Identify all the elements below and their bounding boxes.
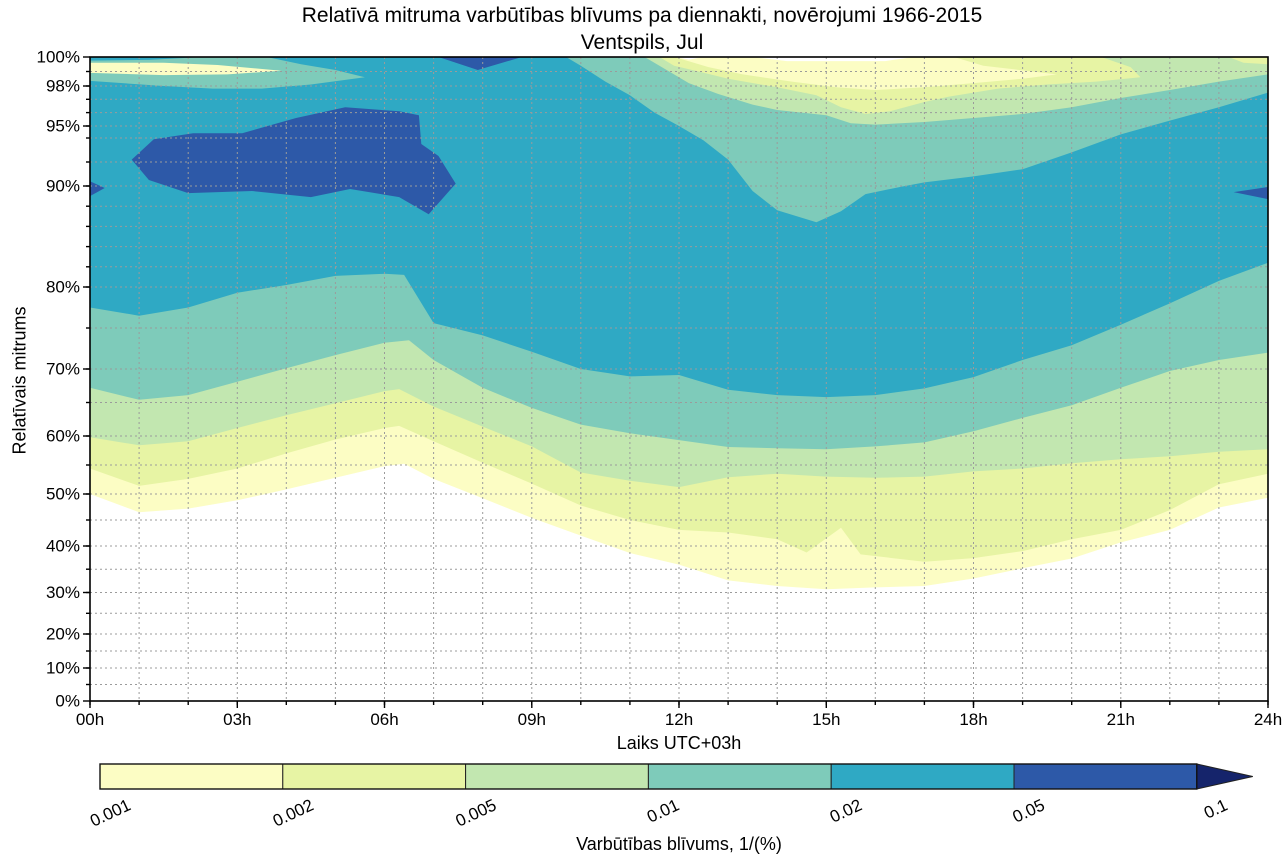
- colorbar-segment: [647, 763, 832, 790]
- y-tick-label: 10%: [46, 659, 80, 678]
- top-sliver-lt-0.001-b: [752, 57, 915, 62]
- gridlines: [90, 57, 1268, 701]
- x-tick-label: 03h: [223, 710, 251, 729]
- x-tick-labels: 00h 03h 06h 09h 12h 15h 18h 21h 24h: [76, 710, 1282, 729]
- notch-top-ge-0.05: [438, 57, 522, 70]
- colorbar-segment: [99, 763, 284, 790]
- colorbar-tick-label: 0.001: [87, 795, 134, 830]
- colorbar-tick-label: 0.05: [1010, 795, 1048, 826]
- colorbar-segment: [1013, 763, 1198, 790]
- colorbar-tick-label: 0.002: [270, 795, 317, 830]
- y-axis-label: Relatīvais mitrums: [9, 305, 30, 455]
- axis-ticks: [83, 56, 1269, 708]
- y-tick-labels: 0% 10% 20% 30% 40% 50% 60% 70% 80% 90% 95% 98% 100%: [37, 48, 80, 711]
- x-tick-label: 24h: [1254, 710, 1282, 729]
- colorbar-segment: [830, 763, 1015, 790]
- colorbar-border: [99, 763, 1198, 790]
- blob-main-ge-0.05: [131, 107, 456, 215]
- colorbar-segment: [465, 763, 649, 790]
- colorbar-tick-label: 0.1: [1201, 795, 1230, 822]
- y-tick-label: 98%: [46, 77, 80, 96]
- y-axis-label-wrap: Relatīvais mitrums: [2, 240, 38, 520]
- y-tick-label: 20%: [46, 625, 80, 644]
- top-pocket-0.001-0.002: [674, 57, 1057, 90]
- x-tick-label: 12h: [665, 710, 693, 729]
- colorbar-label: Varbūtības blīvums, 1/(%): [576, 834, 782, 854]
- chart-subtitle: Ventspils, Jul: [580, 31, 704, 54]
- x-tick-label: 00h: [76, 710, 104, 729]
- y-tick-label: 90%: [46, 177, 80, 196]
- blob-left-ge-0.05: [90, 181, 105, 197]
- y-tick-label: 95%: [46, 117, 80, 136]
- x-tick-label: 09h: [518, 710, 546, 729]
- y-tick-label: 50%: [46, 485, 80, 504]
- y-tick-label: 0%: [55, 692, 80, 711]
- x-tick-label: 21h: [1107, 710, 1135, 729]
- streak-left-core: [90, 62, 282, 76]
- x-tick-label: 15h: [812, 710, 840, 729]
- x-tick-label: 18h: [959, 710, 987, 729]
- colorbar-tick-labels: 0.001 0.002 0.005 0.01 0.02 0.05 0.1: [87, 795, 1230, 830]
- chart-title: Relatīvā mitruma varbūtības blīvums pa d…: [301, 4, 983, 27]
- colorbar-overflow-arrow: [1196, 763, 1253, 790]
- blob-right-ge-0.05: [1233, 187, 1268, 200]
- y-tick-label: 100%: [37, 48, 80, 67]
- y-tick-label: 80%: [46, 278, 80, 297]
- y-tick-label: 40%: [46, 537, 80, 556]
- colorbar: [99, 763, 1253, 790]
- colorbar-tick-label: 0.02: [827, 795, 865, 826]
- colorbar-tick-label: 0.005: [453, 795, 500, 830]
- colorbar-segment: [282, 763, 467, 790]
- x-tick-label: 06h: [370, 710, 398, 729]
- y-tick-label: 30%: [46, 583, 80, 602]
- y-tick-label: 60%: [46, 427, 80, 446]
- x-axis-label: Laiks UTC+03h: [616, 733, 742, 753]
- colorbar-tick-label: 0.01: [644, 795, 682, 826]
- corner-pocket-right: [1228, 57, 1268, 65]
- y-tick-label: 70%: [46, 360, 80, 379]
